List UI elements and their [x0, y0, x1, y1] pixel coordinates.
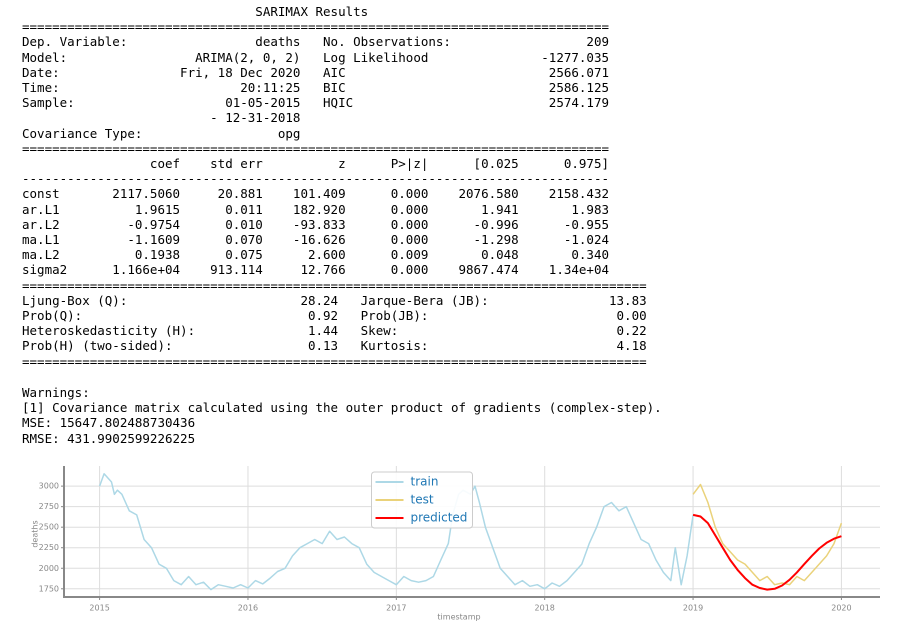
- output-line: Sample: 01-05-2015 HQIC 2574.179: [22, 95, 609, 111]
- output-line: Date: Fri, 18 Dec 2020 AIC 2566.071: [22, 64, 609, 80]
- output-line: Covariance Type: opg: [22, 125, 301, 141]
- output-line: Dep. Variable: deaths No. Observations: …: [22, 34, 609, 50]
- output-line: ma.L2 0.1938 0.075 2.600 0.009 0.048 0.3…: [22, 247, 609, 263]
- output-line: const 2117.5060 20.881 101.409 0.000 207…: [22, 186, 609, 202]
- y-tick-label: 2250: [39, 543, 59, 552]
- output-line: ========================================…: [22, 277, 647, 293]
- y-tick-label: 2500: [39, 523, 59, 532]
- x-tick-label: 2019: [683, 604, 703, 613]
- x-tick-label: 2017: [386, 604, 406, 613]
- series-line: [692, 483, 843, 586]
- output-line: ========================================…: [22, 140, 609, 156]
- x-tick-label: 2018: [535, 604, 555, 613]
- x-axis-label: timestamp: [437, 613, 480, 622]
- legend-label: train: [411, 475, 439, 489]
- output-line: Heteroskedasticity (H): 1.44 Skew: 0.22: [22, 323, 647, 339]
- output-line: Ljung-Box (Q): 28.24 Jarque-Bera (JB): 1…: [22, 292, 647, 308]
- legend-label: test: [411, 493, 434, 507]
- output-line: MSE: 15647.802488730436: [22, 415, 196, 431]
- output-line: - 12-31-2018: [22, 110, 301, 126]
- output-line: sigma2 1.166e+04 913.114 12.766 0.000 98…: [22, 262, 609, 278]
- output-line: RMSE: 431.9902599226225: [22, 430, 196, 446]
- output-line: [1] Covariance matrix calculated using t…: [22, 400, 662, 416]
- output-line: Prob(Q): 0.92 Prob(JB): 0.00: [22, 308, 647, 324]
- legend-label: predicted: [411, 511, 468, 525]
- output-line: ar.L1 1.9615 0.011 182.920 0.000 1.941 1…: [22, 201, 609, 217]
- output-line: Prob(H) (two-sided): 0.13 Kurtosis: 4.18: [22, 338, 647, 354]
- output-line: ma.L1 -1.1609 0.070 -16.626 0.000 -1.298…: [22, 232, 609, 248]
- output-line: coef std err z P>|z| [0.025 0.975]: [22, 156, 609, 172]
- x-tick-label: 2015: [89, 604, 109, 613]
- chart: timestamp deaths 1750 2000 2250 2500 2750 300…: [31, 466, 880, 622]
- x-tick-label: 2020: [831, 604, 851, 613]
- legend: train test predicted: [371, 471, 473, 529]
- y-tick-label: 2000: [39, 564, 59, 573]
- legend-box: [371, 471, 473, 529]
- y-tick-label: 2750: [39, 502, 59, 511]
- warnings: Warnings: [1] Covariance matrix calculate…: [22, 385, 662, 446]
- output-line: ========================================…: [22, 19, 609, 35]
- output-line: ar.L2 -0.9754 0.010 -93.833 0.000 -0.996…: [22, 216, 609, 232]
- x-tick-label: 2016: [238, 604, 258, 613]
- output-line: ========================================…: [22, 353, 647, 369]
- output-line: Warnings:: [22, 385, 90, 400]
- y-tick-label: 1750: [39, 584, 59, 593]
- y-axis-label: deaths: [31, 520, 40, 547]
- series-line: [98, 473, 694, 591]
- output-line: Time: 20:11:25 BIC 2586.125: [22, 80, 609, 96]
- output-line: Model: ARIMA(2, 0, 2) Log Likelihood -12…: [22, 49, 609, 65]
- y-tick-label: 3000: [39, 482, 59, 491]
- series-line: [692, 513, 842, 591]
- output-line: ----------------------------------------…: [22, 171, 609, 187]
- output-line: SARIMAX Results: [22, 4, 369, 19]
- sarimax-summary: SARIMAX Results =========================…: [22, 4, 647, 369]
